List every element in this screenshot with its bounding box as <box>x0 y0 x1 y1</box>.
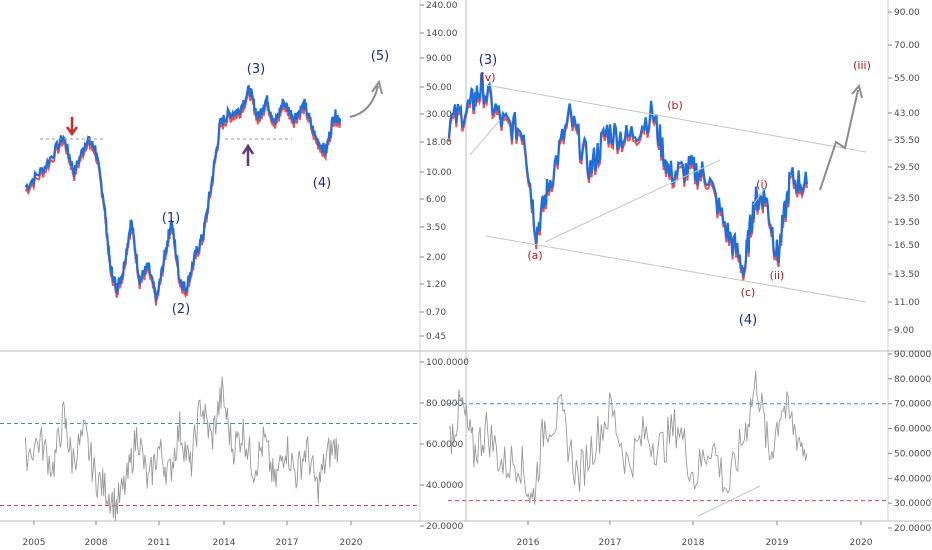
left-price-y-tick-label: 2.00 <box>426 253 446 263</box>
left-price-y-tick-label: 10.00 <box>426 168 452 178</box>
right-rsi-y-tick-label: 50.0000 <box>894 449 931 459</box>
left-x-tick-label: 2008 <box>85 538 108 548</box>
right-price-y-tick-label: 70.00 <box>894 41 920 51</box>
down-arrow-icon <box>65 117 79 137</box>
right-rsi-y-tick-label: 80.0000 <box>894 375 931 385</box>
price-line <box>24 84 342 302</box>
wave-label-left: (2) <box>172 302 190 317</box>
projection-zigzag <box>819 89 859 191</box>
wave-label-right: (iii) <box>853 59 871 72</box>
right-rsi-y-tick-label: 90.0000 <box>894 350 931 360</box>
left-price-y-tick-label: 240.00 <box>426 1 458 11</box>
right-price-y-tick-label: 35.50 <box>894 136 920 146</box>
left-rsi-y-tick-label: 40.0000 <box>426 481 463 491</box>
trend-line-b <box>469 119 501 156</box>
left-rsi-y-tick-label: 20.0000 <box>426 522 463 532</box>
wave-label-right: (c) <box>741 286 756 299</box>
wave-label-left: (1) <box>162 211 180 226</box>
left-price-y-tick-label: 6.00 <box>426 195 446 205</box>
up-arrow-icon <box>241 143 255 166</box>
right-rsi-panel: 90.0000 80.0000 70.0000 60.0000 50.0000 40.00… <box>448 350 931 534</box>
rsi-trend-line <box>697 485 761 517</box>
wave-label-right: (4) <box>739 313 757 328</box>
right-x-tick-label: 2019 <box>766 538 789 548</box>
left-price-y-tick-label: 18.00 <box>426 138 452 148</box>
left-rsi-y-tick-label: 60.0000 <box>426 440 463 450</box>
wave-label-right: (v) <box>480 71 495 84</box>
channel-upper-line <box>485 84 867 153</box>
wave-label-left: (3) <box>247 62 265 77</box>
price-shadow-line <box>447 75 808 281</box>
left-rsi-y-tick-label: 80.0000 <box>426 399 463 409</box>
left-price-y-tick-label: 90.00 <box>426 54 452 64</box>
left-price-panel: 240.00 140.00 90.00 50.00 30.00 18.00 10.00 6.0… <box>24 1 458 342</box>
left-x-tick-label: 2005 <box>23 538 46 548</box>
left-price-y-tick-label: 0.45 <box>426 332 446 342</box>
price-line <box>447 71 808 277</box>
right-price-y-tick-label: 29.50 <box>894 163 920 173</box>
left-x-tick-label: 2014 <box>213 538 236 548</box>
right-rsi-y-tick-label: 40.0000 <box>894 474 931 484</box>
left-price-y-tick-label: 3.50 <box>426 223 446 233</box>
trend-line-c <box>752 187 766 206</box>
right-rsi-y-tick-label: 30.0000 <box>894 499 931 509</box>
projection-arrowhead-icon <box>371 79 383 95</box>
right-x-tick-label: 2017 <box>599 538 622 548</box>
wave-label-left: (5) <box>371 49 389 64</box>
projection-curve <box>349 85 379 118</box>
right-price-y-tick-label: 19.50 <box>894 218 920 228</box>
right-price-y-tick-label: 55.00 <box>894 74 920 84</box>
wave-label-right: (i) <box>756 178 768 191</box>
left-rsi-panel: 100.0000 80.0000 60.0000 40.0000 20.0000 <box>0 358 469 532</box>
right-rsi-y-tick-label: 60.0000 <box>894 425 931 435</box>
right-rsi-y-tick-label: 20.0000 <box>894 524 931 534</box>
trend-line-a <box>544 159 721 243</box>
wave-label-right: (3) <box>479 53 497 68</box>
wave-label-right: (b) <box>667 99 683 112</box>
right-price-y-tick-label: 90.00 <box>894 8 920 18</box>
right-x-tick-label: 2016 <box>517 538 540 548</box>
right-price-y-tick-label: 13.50 <box>894 270 920 280</box>
right-price-y-tick-label: 11.00 <box>894 298 920 308</box>
left-x-tick-label: 2011 <box>148 538 171 548</box>
projection-arrowhead-icon <box>851 83 863 99</box>
left-price-y-tick-label: 50.00 <box>426 83 452 93</box>
left-price-y-tick-label: 30.00 <box>426 110 452 120</box>
right-price-y-tick-label: 16.50 <box>894 241 920 251</box>
left-x-tick-label: 2017 <box>276 538 299 548</box>
right-x-tick-label: 2020 <box>850 538 873 548</box>
right-price-y-tick-label: 43.00 <box>894 109 920 119</box>
right-rsi-y-tick-label: 70.0000 <box>894 400 931 410</box>
wave-label-right: (a) <box>527 249 542 262</box>
wave-label-left: (4) <box>313 176 331 191</box>
right-x-tick-label: 2018 <box>682 538 705 548</box>
left-price-y-tick-label: 0.70 <box>426 308 446 318</box>
right-price-y-tick-label: 23.50 <box>894 194 920 204</box>
rsi-line <box>25 376 339 521</box>
annotations: 2005 2008 2011 2014 2017 2020 2016 2017 2018 2019… <box>23 49 873 548</box>
left-price-y-tick-label: 1.20 <box>426 280 446 290</box>
left-x-tick-label: 2020 <box>340 538 363 548</box>
channel-lower-line <box>485 235 867 303</box>
left-price-y-tick-label: 140.00 <box>426 29 458 39</box>
wave-label-right: (ii) <box>770 269 785 282</box>
rsi-line <box>448 370 808 505</box>
right-price-y-tick-label: 9.00 <box>894 326 914 336</box>
right-price-panel: 90.00 70.00 55.00 43.00 35.50 29.50 23.50 19.50… <box>447 8 920 336</box>
left-rsi-y-tick-label: 100.0000 <box>426 358 469 368</box>
